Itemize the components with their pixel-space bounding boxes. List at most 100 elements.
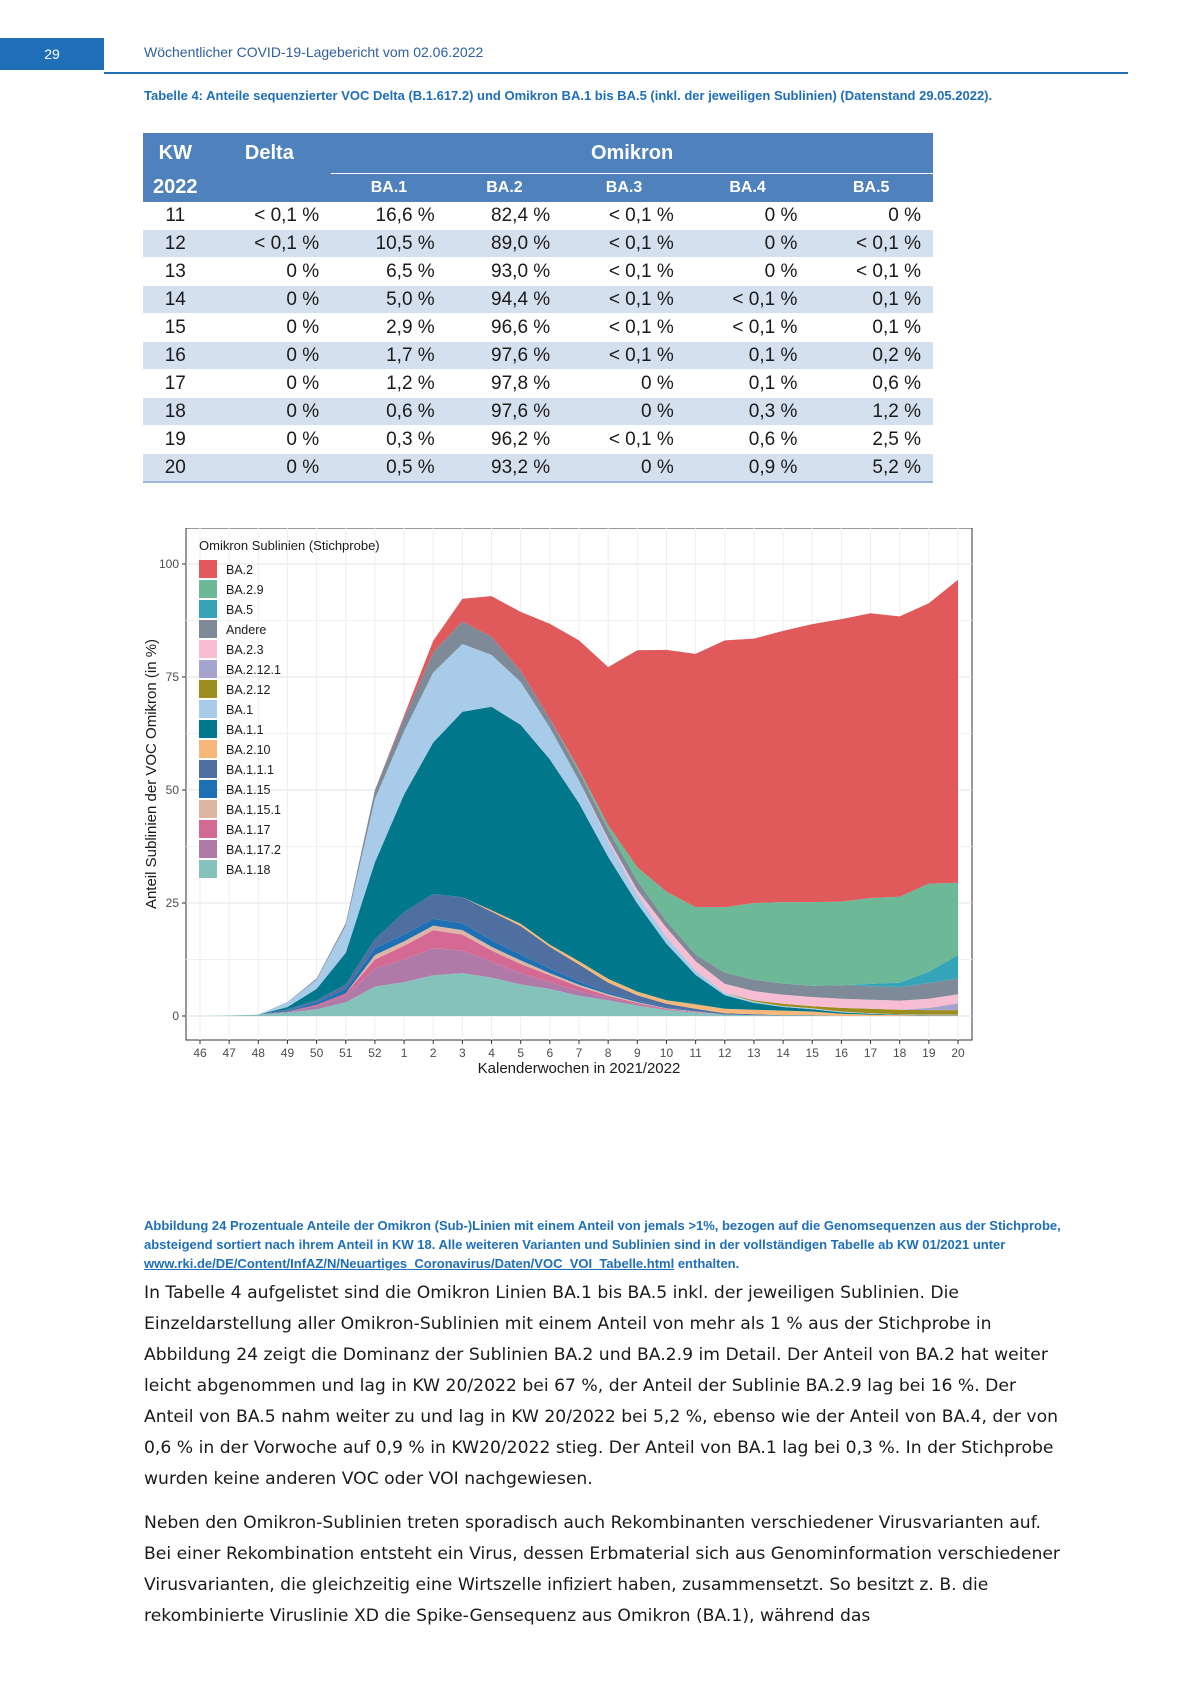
x-tick-label: 9 xyxy=(634,1046,641,1060)
figure-caption-link[interactable]: www.rki.de/DE/Content/InfAZ/N/Neuartiges… xyxy=(144,1256,675,1271)
legend-label: BA.1.17 xyxy=(226,823,271,837)
share-cell: 0,6 % xyxy=(809,369,933,398)
ba4-header: BA.4 xyxy=(685,173,810,202)
share-cell: < 0,1 % xyxy=(562,425,686,454)
table-row: 19 0 % 0,3 % 96,2 % < 0,1 % 0,6 % 2,5 % xyxy=(143,425,933,454)
omikron-header: Omikron xyxy=(331,133,933,174)
x-axis-label: Kalenderwochen in 2021/2022 xyxy=(478,1060,681,1077)
legend-label: Andere xyxy=(226,623,266,637)
header-divider xyxy=(104,72,1128,74)
share-cell: < 0,1 % xyxy=(562,229,686,258)
x-tick-label: 18 xyxy=(893,1046,907,1060)
legend-swatch xyxy=(199,720,217,738)
kw-cell: 15 xyxy=(143,313,208,342)
share-cell: 1,7 % xyxy=(331,341,447,370)
y-tick-label: 100 xyxy=(159,557,179,571)
share-cell: 0,9 % xyxy=(685,453,810,483)
legend-label: BA.2.12 xyxy=(226,683,271,697)
figure-caption-end: enthalten. xyxy=(674,1256,740,1271)
y-tick-label: 0 xyxy=(172,1009,179,1023)
legend-swatch xyxy=(199,860,217,878)
kw-year-header: 2022 xyxy=(143,173,208,202)
kw-cell: 20 xyxy=(143,453,208,483)
share-cell: < 0,1 % xyxy=(562,341,686,370)
kw-cell: 11 xyxy=(143,202,208,230)
x-tick-label: 2 xyxy=(430,1046,437,1060)
share-cell: 0 % xyxy=(562,369,686,398)
report-title: Wöchentlicher COVID-19-Lagebericht vom 0… xyxy=(144,44,484,60)
legend-label: BA.2.9 xyxy=(226,583,264,597)
share-cell: < 0,1 % xyxy=(562,285,686,314)
kw-cell: 12 xyxy=(143,229,208,258)
voc-share-table: KW Delta Omikron 2022 BA.1 BA.2 BA.3 BA.… xyxy=(143,133,933,483)
ba1-header: BA.1 xyxy=(331,173,447,202)
share-cell: 0,1 % xyxy=(685,341,810,370)
area-ba-2 xyxy=(200,579,958,1016)
area-ba-2-9 xyxy=(200,621,958,1016)
legend-swatch xyxy=(199,560,217,578)
kw-cell: 16 xyxy=(143,341,208,370)
share-cell: 0 % xyxy=(207,425,332,454)
legend-swatch xyxy=(199,700,217,718)
x-tick-label: 47 xyxy=(222,1046,236,1060)
ba5-header: BA.5 xyxy=(809,173,933,202)
x-tick-label: 15 xyxy=(806,1046,820,1060)
legend-swatch xyxy=(199,820,217,838)
legend-swatch xyxy=(199,600,217,618)
y-tick-label: 50 xyxy=(166,783,180,797)
share-cell: 0 % xyxy=(207,397,332,426)
area-ba-1-1 xyxy=(200,706,958,1016)
legend-label: BA.1.15.1 xyxy=(226,803,281,817)
table-row: 14 0 % 5,0 % 94,4 % < 0,1 % < 0,1 % 0,1 % xyxy=(143,285,933,314)
x-tick-label: 51 xyxy=(339,1046,353,1060)
legend-label: BA.5 xyxy=(226,603,253,617)
x-tick-label: 6 xyxy=(547,1046,554,1060)
share-cell: 10,5 % xyxy=(331,229,447,258)
share-cell: 0,2 % xyxy=(809,341,933,370)
kw-header-label: KW xyxy=(158,141,192,164)
share-cell: 0 % xyxy=(562,453,686,483)
x-tick-label: 7 xyxy=(576,1046,583,1060)
share-cell: 0 % xyxy=(207,453,332,483)
x-tick-label: 50 xyxy=(310,1046,324,1060)
share-cell: 16,6 % xyxy=(331,202,447,230)
share-cell: 0 % xyxy=(809,202,933,230)
share-cell: 97,6 % xyxy=(446,341,563,370)
share-cell: < 0,1 % xyxy=(207,202,332,230)
share-cell: 1,2 % xyxy=(809,397,933,426)
share-cell: 0 % xyxy=(685,202,810,230)
share-cell: 0,3 % xyxy=(685,397,810,426)
figure-caption: Abbildung 24 Prozentuale Anteile der Omi… xyxy=(144,1216,1064,1273)
x-tick-label: 4 xyxy=(488,1046,495,1060)
legend-swatch xyxy=(199,680,217,698)
share-cell: 96,2 % xyxy=(446,425,563,454)
y-tick-label: 25 xyxy=(166,896,180,910)
legend-swatch xyxy=(199,780,217,798)
share-cell: 0 % xyxy=(207,285,332,314)
share-cell: < 0,1 % xyxy=(207,229,332,258)
kw-cell: 19 xyxy=(143,425,208,454)
delta-header: Delta xyxy=(207,133,332,174)
share-cell: 0 % xyxy=(207,313,332,342)
share-cell: < 0,1 % xyxy=(562,257,686,286)
share-cell: 96,6 % xyxy=(446,313,563,342)
table-row: 16 0 % 1,7 % 97,6 % < 0,1 % 0,1 % 0,2 % xyxy=(143,341,933,370)
legend-label: BA.2.10 xyxy=(226,743,271,757)
area-ba-1-15 xyxy=(200,918,958,1016)
area-ba-1-18 xyxy=(200,973,958,1016)
share-cell: 93,2 % xyxy=(446,453,563,483)
table-row: 11 < 0,1 % 16,6 % 82,4 % < 0,1 % 0 % 0 % xyxy=(143,202,933,230)
kw-cell: 17 xyxy=(143,369,208,398)
share-cell: < 0,1 % xyxy=(809,229,933,258)
x-tick-label: 11 xyxy=(689,1046,702,1060)
area-ba-1-17-2 xyxy=(200,948,958,1016)
share-cell: < 0,1 % xyxy=(685,285,810,314)
share-cell: 94,4 % xyxy=(446,285,563,314)
share-cell: < 0,1 % xyxy=(562,202,686,230)
x-tick-label: 3 xyxy=(459,1046,466,1060)
kw-cell: 13 xyxy=(143,257,208,286)
kw-cell: 18 xyxy=(143,397,208,426)
legend-title: Omikron Sublinien (Stichprobe) xyxy=(199,538,380,553)
share-cell: 0 % xyxy=(685,257,810,286)
table-row: 13 0 % 6,5 % 93,0 % < 0,1 % 0 % < 0,1 % xyxy=(143,257,933,286)
